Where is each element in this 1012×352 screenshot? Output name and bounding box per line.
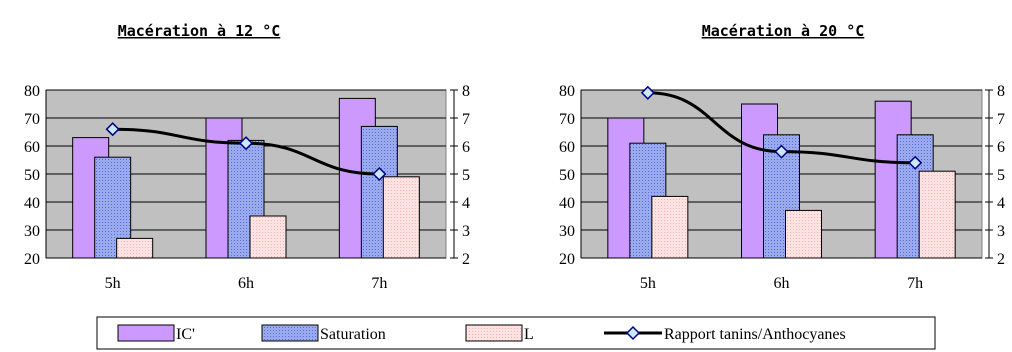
bar-l — [382, 176, 420, 259]
y-tick-label: 60 — [24, 139, 40, 156]
chart-legend: IC' Saturation L Rapport tanins/Anthocyanes — [96, 316, 936, 350]
y2-tick-label: 5 — [997, 167, 1005, 184]
y2-tick-label: 6 — [997, 139, 1005, 156]
y2-tick-label: 4 — [462, 195, 470, 212]
y-tick-label: 80 — [559, 83, 575, 100]
y2-tick-label: 5 — [462, 167, 470, 184]
bar-l — [249, 215, 287, 259]
y2-tick-label: 8 — [462, 83, 470, 100]
y-tick-label: 50 — [559, 167, 575, 184]
y-tick-label: 30 — [24, 223, 40, 240]
legend-swatch-saturation — [261, 324, 319, 342]
x-tick-label: 6h — [238, 275, 254, 292]
chart-panel-20c: Macération à 20 °C 20 30 40 50 60 70 80 2 3 4 5 6 7 8 5… — [559, 22, 1005, 292]
bar-l — [918, 170, 956, 259]
line-marker — [105, 122, 120, 137]
y-tick-label: 20 — [559, 251, 575, 268]
chart-title: Macération à 12 °C — [118, 22, 281, 40]
y-tick-label: 70 — [559, 111, 575, 128]
bar-l — [785, 209, 822, 259]
y-tick-label: 60 — [559, 139, 575, 156]
y2-tick-label: 2 — [997, 251, 1005, 268]
legend-marker-rapport — [625, 325, 641, 341]
x-tick-label: 7h — [371, 275, 387, 292]
y-tick-label: 40 — [24, 195, 40, 212]
y2-tick-label: 7 — [997, 111, 1005, 128]
legend-label: Rapport tanins/Anthocyanes — [664, 326, 846, 343]
bar-l — [116, 237, 154, 259]
line-marker — [238, 136, 254, 151]
legend-label: L — [524, 326, 534, 343]
x-tick-label: 5h — [105, 275, 121, 292]
y-tick-label: 50 — [24, 167, 40, 184]
bar-l — [651, 195, 689, 259]
legend-label: IC' — [176, 326, 195, 343]
y2-tick-label: 2 — [462, 251, 470, 268]
chart-panel-12c: Macération à 12 °C 20 30 40 50 60 70 80 2 3 4 5 6 7 8 5… — [24, 22, 470, 292]
legend-swatch-ic — [117, 324, 175, 342]
x-tick-label: 7h — [907, 275, 923, 292]
y-tick-label: 40 — [559, 195, 575, 212]
y2-tick-label: 3 — [997, 223, 1005, 240]
legend-swatch-l — [465, 324, 523, 342]
y-tick-label: 30 — [559, 223, 575, 240]
y-tick-label: 70 — [24, 111, 40, 128]
line-marker — [774, 144, 789, 159]
y2-tick-label: 7 — [462, 111, 470, 128]
legend-label: Saturation — [320, 326, 386, 343]
chart-title: Macération à 20 °C — [702, 22, 865, 40]
y2-tick-label: 3 — [462, 223, 470, 240]
line-marker — [640, 85, 655, 100]
y2-tick-label: 6 — [462, 139, 470, 156]
y-tick-label: 20 — [24, 251, 40, 268]
line-marker — [908, 155, 923, 170]
y2-tick-label: 8 — [997, 83, 1005, 100]
line-marker — [372, 166, 387, 182]
y2-tick-label: 4 — [997, 195, 1005, 212]
x-tick-label: 6h — [774, 275, 790, 292]
y-tick-label: 80 — [24, 83, 40, 100]
x-tick-label: 5h — [640, 275, 656, 292]
